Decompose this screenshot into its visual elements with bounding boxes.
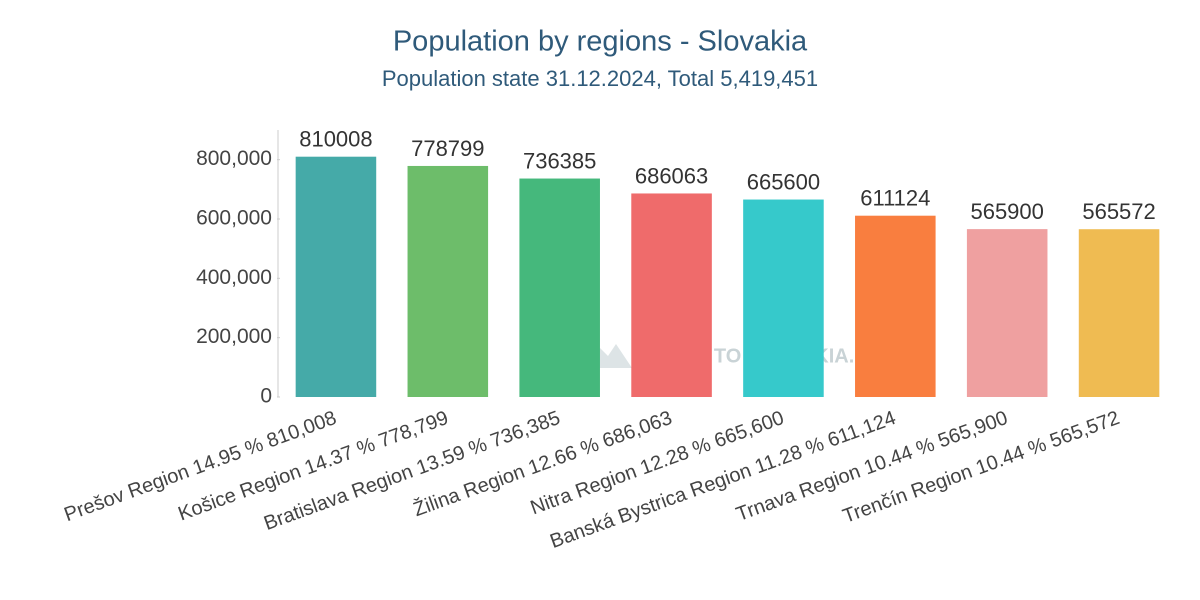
bar xyxy=(966,229,1048,397)
data-label: 611124 xyxy=(860,186,930,211)
data-label: 778799 xyxy=(411,136,484,161)
bar xyxy=(407,165,489,397)
data-label: 736385 xyxy=(523,148,596,173)
bar xyxy=(1078,229,1160,397)
chart-title: Population by regions - Slovakia xyxy=(393,26,808,58)
y-tick-label: 400,000 xyxy=(196,266,272,289)
bar xyxy=(743,199,824,397)
chart-subtitle: Population state 31.12.2024, Total 5,419… xyxy=(382,66,818,91)
y-tick-label: 800,000 xyxy=(196,147,272,170)
data-label: 665600 xyxy=(747,169,820,194)
y-tick-label: 600,000 xyxy=(196,207,272,230)
y-tick-label: 200,000 xyxy=(196,325,272,348)
data-label: 565572 xyxy=(1082,199,1155,224)
data-label: 810008 xyxy=(299,127,372,152)
data-label: 686063 xyxy=(635,163,708,188)
bar xyxy=(295,156,377,397)
data-label: 565900 xyxy=(970,199,1043,224)
bar xyxy=(519,178,600,397)
bar xyxy=(631,193,712,397)
y-tick-label: 0 xyxy=(260,385,272,408)
bar xyxy=(855,215,936,397)
